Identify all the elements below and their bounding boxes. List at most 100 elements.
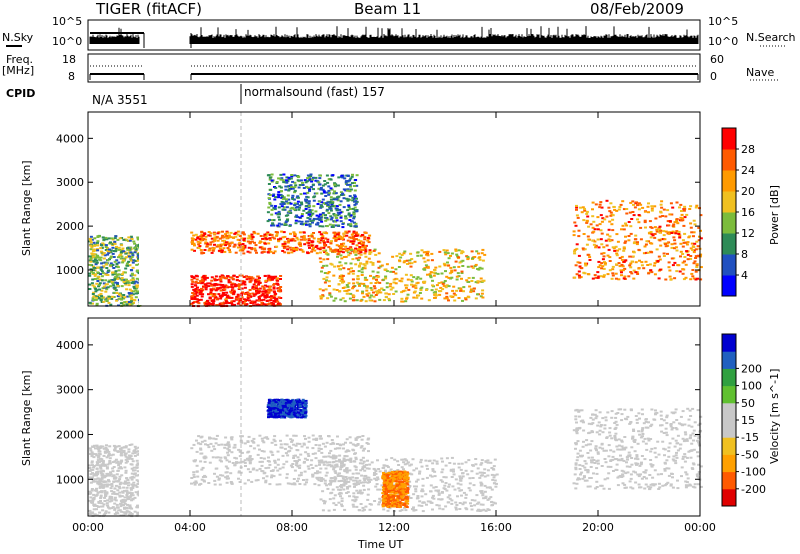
range-cell <box>295 214 299 217</box>
range-cell <box>675 201 679 204</box>
range-cell <box>352 212 356 215</box>
range-cell <box>116 285 120 287</box>
range-cell <box>105 492 109 495</box>
range-cell <box>336 255 339 258</box>
range-cell <box>210 449 214 452</box>
range-cell <box>418 500 422 503</box>
range-cell <box>105 262 109 265</box>
range-cell <box>282 203 286 205</box>
range-cell <box>197 247 201 249</box>
range-cell <box>282 247 286 250</box>
range-cell <box>431 468 435 471</box>
range-cell <box>355 496 359 499</box>
range-cell <box>136 450 140 453</box>
range-cell <box>122 446 126 449</box>
range-cell <box>419 289 423 292</box>
range-cell <box>274 186 278 189</box>
range-cell <box>306 252 310 255</box>
range-cell <box>450 252 454 255</box>
range-cell <box>123 496 127 499</box>
range-cell <box>360 271 364 274</box>
range-cell <box>247 479 250 482</box>
range-cell <box>120 285 124 288</box>
range-cell <box>102 476 106 479</box>
range-cell <box>273 416 277 419</box>
range-cell <box>481 280 485 283</box>
range-cell <box>275 297 279 300</box>
range-cell <box>673 242 677 245</box>
range-cell <box>608 269 612 272</box>
range-cell <box>290 483 294 486</box>
range-cell <box>90 282 94 285</box>
range-cell <box>662 208 666 211</box>
range-cell <box>109 473 113 476</box>
range-cell <box>221 239 225 242</box>
range-cell <box>288 404 292 407</box>
range-cell <box>190 237 194 240</box>
range-cell <box>438 293 442 296</box>
range-cell <box>416 495 420 497</box>
range-cell <box>305 478 309 481</box>
range-cell <box>124 267 128 270</box>
range-cell <box>328 452 331 455</box>
range-cell <box>245 457 249 460</box>
range-cell <box>230 436 234 439</box>
range-cell <box>457 249 461 252</box>
range-cell <box>126 498 130 500</box>
range-cell <box>233 303 236 306</box>
range-cell <box>299 453 303 456</box>
range-cell <box>256 275 260 278</box>
range-cell <box>404 300 408 303</box>
range-cell <box>599 201 603 204</box>
range-cell <box>369 282 373 285</box>
range-cell <box>606 233 610 236</box>
range-cell <box>273 406 277 409</box>
range-cell <box>94 249 98 252</box>
range-cell <box>132 240 136 243</box>
range-cell <box>205 276 209 279</box>
range-cell <box>394 272 398 275</box>
range-cell <box>452 292 456 295</box>
range-cell <box>204 241 208 244</box>
range-cell <box>292 457 296 459</box>
range-cell <box>683 205 687 208</box>
range-cell <box>262 288 266 291</box>
range-cell <box>286 410 290 413</box>
range-cell <box>680 210 683 212</box>
range-cell <box>664 215 668 218</box>
range-cell <box>329 187 333 190</box>
range-cell <box>236 230 240 233</box>
range-cell <box>248 292 252 295</box>
range-cell <box>237 461 241 464</box>
range-cell <box>594 276 598 279</box>
range-cell <box>95 261 99 264</box>
range-cell <box>100 490 104 493</box>
range-cell <box>105 288 109 291</box>
range-cell <box>621 224 625 227</box>
range-cell <box>88 263 92 266</box>
range-cell <box>109 471 112 474</box>
range-cell <box>306 174 310 177</box>
range-cell <box>452 462 456 465</box>
range-cell <box>357 483 361 486</box>
range-cell <box>227 242 231 245</box>
range-cell <box>339 444 343 447</box>
range-cell <box>96 256 100 259</box>
noise-trace <box>89 26 699 48</box>
range-cell <box>110 496 114 499</box>
range-cell <box>284 221 288 224</box>
range-cell <box>104 464 107 467</box>
range-cell <box>409 252 413 255</box>
range-cell <box>268 238 272 241</box>
range-cell <box>269 188 273 191</box>
range-cell <box>238 286 241 289</box>
range-cell <box>326 201 330 204</box>
range-cell <box>213 479 217 482</box>
range-cell <box>278 412 282 415</box>
range-cell <box>600 262 604 265</box>
range-cell <box>372 291 375 294</box>
range-cell <box>91 452 95 455</box>
range-cell <box>447 483 451 486</box>
range-cell <box>614 245 618 248</box>
range-cell <box>457 256 461 259</box>
